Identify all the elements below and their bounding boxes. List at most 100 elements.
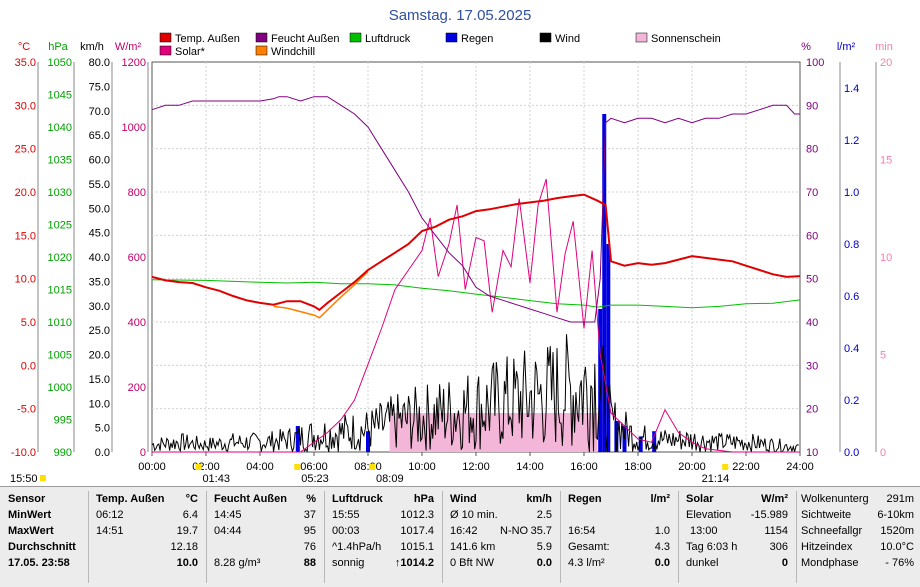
column-divider	[206, 491, 207, 583]
x-tick-label: 06:00	[300, 461, 328, 473]
tick-label-wind: 15.0	[89, 374, 110, 386]
wind-current-value: 0.0	[536, 557, 552, 569]
row-label-max: MaxWert	[8, 525, 54, 537]
windchillline	[273, 271, 369, 319]
column-divider	[88, 491, 89, 583]
tick-label-wind: 30.0	[89, 301, 110, 313]
temp-current-value: 10.0	[176, 557, 198, 569]
x-tick-label: 12:00	[462, 461, 490, 473]
tick-label-temperature: 15.0	[15, 230, 36, 242]
rain-header: Regen	[568, 493, 602, 505]
tick-label-pressure: 1035	[48, 155, 72, 167]
annotation-marker	[40, 475, 46, 481]
humidity-header: Feucht Außen	[214, 493, 287, 505]
rain-column: Regen l/m² 16:54 1.0 Gesamt: 4.3 4.3 l/m² 0.…	[562, 491, 676, 585]
annotation-time: 01:43	[202, 473, 230, 485]
solar-header: Solar	[686, 493, 714, 505]
chart-area: Samstag. 17.05.2025 Temp. Außen Feucht Auß…	[10, 7, 893, 485]
legend-swatch	[159, 45, 172, 56]
x-tick-label: 22:00	[732, 461, 760, 473]
row-label-min: MinWert	[8, 509, 52, 521]
tick-label-temperature: 25.0	[15, 144, 36, 156]
tick-label-wind: 20.0	[89, 350, 110, 362]
legend-swatch	[635, 32, 648, 43]
x-tick-label: 16:00	[570, 461, 598, 473]
pressure-header: Luftdruck	[332, 493, 383, 505]
tick-label-solar: 1200	[122, 57, 146, 69]
column-divider	[442, 491, 443, 583]
annotation-time: 08:09	[376, 473, 404, 485]
axis-unit-label: hPa	[48, 41, 68, 53]
rain-max-value: 1.0	[654, 525, 670, 537]
tick-label-pressure: 1000	[48, 382, 72, 394]
legend-swatch	[159, 32, 172, 43]
x-tick-label: 18:00	[624, 461, 652, 473]
tick-label-sunshine: 10	[880, 252, 892, 264]
legend-swatch	[539, 32, 552, 43]
tick-label-temperature: 35.0	[15, 57, 36, 69]
tick-label-humidity: 50	[806, 274, 818, 286]
annotation-marker	[294, 464, 301, 470]
temp-max-value: 19.7	[176, 525, 198, 537]
legend-label: Sonnenschein	[651, 33, 721, 45]
legend-label: Wind	[555, 33, 580, 45]
humidity-max-time: 04:44	[214, 525, 242, 537]
column-divider	[324, 491, 325, 583]
pressure-max-time: 00:03	[332, 525, 360, 537]
moonphase-value: - 76%	[885, 557, 914, 569]
annotation-time: 05:23	[301, 473, 329, 485]
x-tick-label: 14:00	[516, 461, 544, 473]
wind-max-value: 35.7	[530, 525, 552, 537]
humidity-min-time: 14:45	[214, 509, 242, 521]
cloudbase-value: 291m	[886, 493, 914, 505]
visibility-label: Sichtweite	[801, 509, 852, 521]
tick-label-temperature: 30.0	[15, 100, 36, 112]
tick-label-pressure: 1020	[48, 252, 72, 264]
solar-column: Solar W/m² Elevation -15.989 13:00 1154 Tag…	[680, 491, 794, 585]
wind-avg-value: 5.9	[536, 541, 552, 553]
wind-header: Wind	[450, 493, 477, 505]
legend-swatch	[255, 45, 268, 56]
axis-unit-label: W/m²	[115, 41, 142, 53]
wind-average-label: Ø 10 min.	[450, 509, 498, 521]
tick-label-humidity: 100	[806, 57, 824, 69]
luftdruckline	[151, 279, 801, 309]
tick-label-humidity: 80	[806, 144, 818, 156]
rain-sum: 4.3 l/m²	[568, 557, 605, 569]
solar-max-value: 1154	[764, 525, 788, 537]
humidity-absolute: 8.28 g/m³	[214, 557, 261, 569]
rain-bar	[638, 436, 643, 452]
temp-max-time: 14:51	[96, 525, 124, 537]
humidity-min-value: 37	[303, 509, 316, 521]
extra-column: Wolkenunterg 291m Sichtweite 6-10km Schnee…	[797, 491, 918, 585]
axis-unit-label: °C	[18, 41, 30, 53]
temp-column: Temp. Außen °C 06:12 6.4 14:51 19.7 12.18 1…	[90, 491, 204, 585]
tick-label-wind: 45.0	[89, 228, 110, 240]
axis-unit-label: l/m²	[837, 41, 856, 53]
solar-max-time: 13:00	[690, 525, 718, 537]
tick-label-humidity: 10	[806, 447, 818, 459]
solar-state: dunkel	[686, 557, 719, 569]
chart-title: Samstag. 17.05.2025	[389, 7, 532, 24]
tick-label-wind: 80.0	[89, 57, 110, 69]
tick-label-sunshine: 20	[880, 57, 892, 69]
pressure-column: Luftdruck hPa 15:55 1012.3 00:03 1017.4 ^1.…	[326, 491, 440, 585]
solar-line	[152, 178, 800, 453]
tick-label-pressure: 1030	[48, 187, 72, 199]
summary-table: Sensor MinWert MaxWert Durchschnitt 17.0…	[0, 486, 920, 587]
solar-daylength: Tag 6:03 h	[686, 541, 738, 553]
tick-label-pressure: 1010	[48, 317, 72, 329]
tick-label-humidity: 30	[806, 360, 818, 372]
snowline-value: 1520m	[880, 525, 914, 537]
tick-label-wind: 10.0	[89, 398, 110, 410]
humidity-avg-value: 76	[303, 541, 316, 553]
tick-label-solar: 800	[128, 187, 146, 199]
rain-total-label: Gesamt:	[568, 541, 610, 553]
tick-label-humidity: 20	[806, 404, 818, 416]
sensor-column: Sensor MinWert MaxWert Durchschnitt 17.0…	[2, 491, 86, 585]
row-label-current: 17.05. 23:58	[8, 557, 70, 569]
tick-label-wind: 35.0	[89, 276, 110, 288]
temp-au-enline	[151, 193, 801, 312]
rain-bar	[606, 244, 611, 452]
humidity-current-value: 88	[303, 557, 316, 569]
